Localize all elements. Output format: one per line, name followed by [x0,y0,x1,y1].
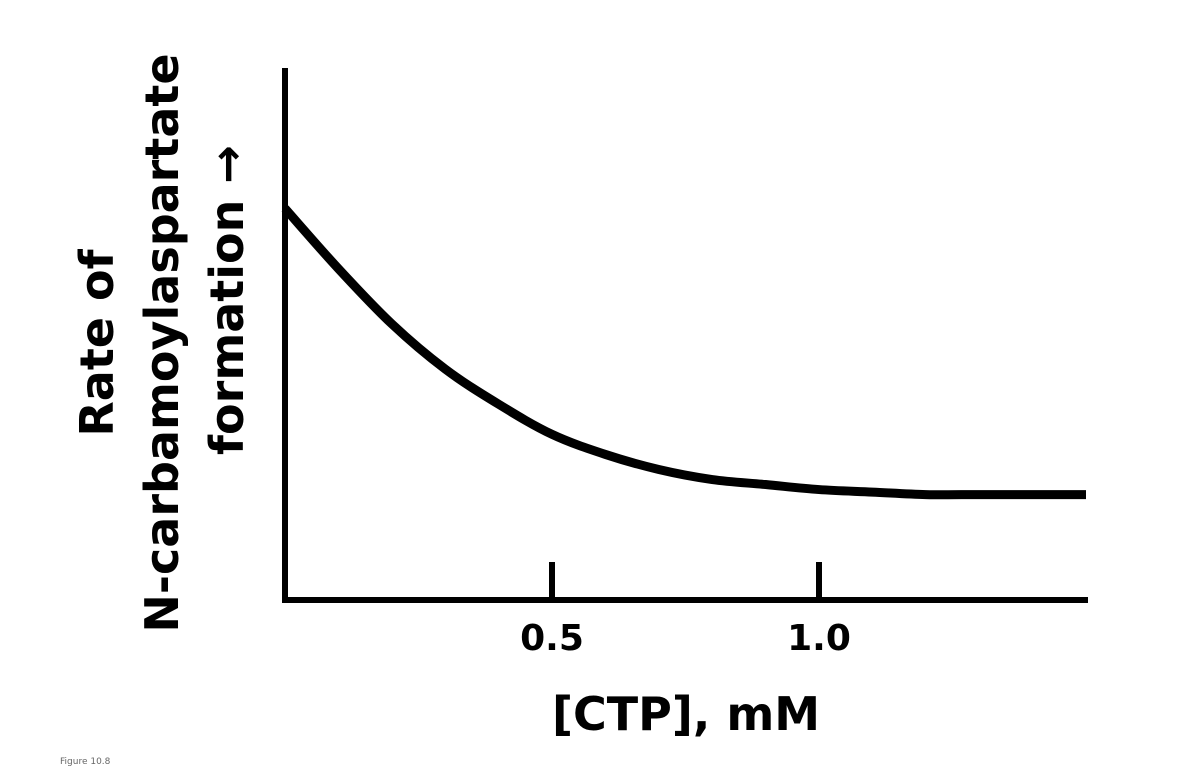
x-ticks: 0.5 1.0 [520,562,851,659]
figure-caption: Figure 10.8 [60,757,111,766]
x-axis-label: [CTP], mM [552,687,820,741]
y-axis-label-line-1: Rate of [70,248,124,436]
y-axis-label: Rate of N-carbamoylaspartate formation → [70,53,254,632]
x-tick-label: 1.0 [787,618,851,659]
y-axis-label-line-3: formation → [200,145,254,455]
series-line [281,205,1086,500]
x-tick-label: 0.5 [520,618,584,659]
y-axis-label-line-2: N-carbamoylaspartate [135,53,189,632]
